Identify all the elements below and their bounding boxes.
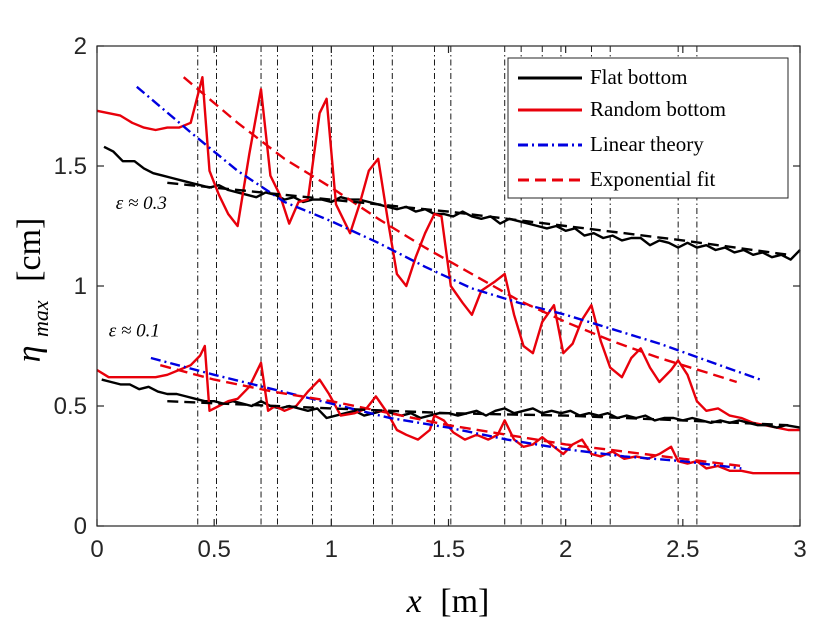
x-tick-label-1: 0.5: [197, 536, 230, 563]
series-flat-bottom-0-3: [103, 145, 801, 261]
data-series: [96, 75, 801, 475]
x-axis-label-var: x: [406, 583, 422, 620]
y-tick-label-0: 0: [74, 513, 87, 540]
y-axis-label-var: η: [11, 345, 48, 362]
legend-label-random-bottom: Random bottom: [590, 97, 726, 121]
y-axis-label: η max [cm]: [11, 218, 56, 363]
x-axis-label: x [m]: [406, 583, 490, 620]
y-tick-label-1: 0.5: [54, 393, 87, 420]
x-tick-label-2: 1: [325, 536, 338, 563]
legend-box: [507, 57, 789, 199]
x-tick-label-0: 0: [90, 536, 103, 563]
series-flat-fit-0-1: [167, 400, 789, 427]
legend-label-flat-bottom: Flat bottom: [590, 65, 687, 89]
axis-ticks: 0 0.5 1 1.5 2 2.5 3 0 0.5 1 1.5 2: [54, 33, 807, 563]
x-axis-label-unit: [m]: [440, 583, 489, 620]
x-tick-label-4: 2: [559, 536, 572, 563]
y-axis-label-sub: max: [28, 300, 53, 337]
series-flat-fit-0-3: [167, 181, 789, 256]
series-linear-theory-0-1: [150, 356, 742, 470]
y-axis-label-unit: [cm]: [11, 218, 48, 282]
x-tick-label-5: 2.5: [666, 536, 699, 563]
y-tick-label-2: 1: [74, 273, 87, 300]
annotation-epsilon-0-1: ε ≈ 0.1: [109, 320, 160, 341]
series-exponential-fit-0-3: [182, 76, 738, 384]
x-tick-label-6: 3: [793, 536, 806, 563]
series-random-bottom-0-1: [96, 344, 800, 475]
series-exponential-fit-0-1: [159, 364, 742, 468]
legend: Flat bottom Random bottom Linear theory …: [507, 57, 789, 199]
y-tick-label-3: 1.5: [54, 153, 87, 180]
x-tick-label-3: 1.5: [432, 536, 465, 563]
annotations: ε ≈ 0.3 ε ≈ 0.1: [109, 193, 167, 341]
y-tick-label-4: 2: [74, 33, 87, 60]
annotation-epsilon-0-3: ε ≈ 0.3: [116, 193, 167, 214]
legend-label-linear-theory: Linear theory: [590, 132, 704, 156]
legend-label-exponential-fit: Exponential fit: [590, 167, 716, 191]
series-linear-theory-0-3: [136, 85, 761, 381]
series-random-bottom-0-3: [96, 75, 800, 432]
